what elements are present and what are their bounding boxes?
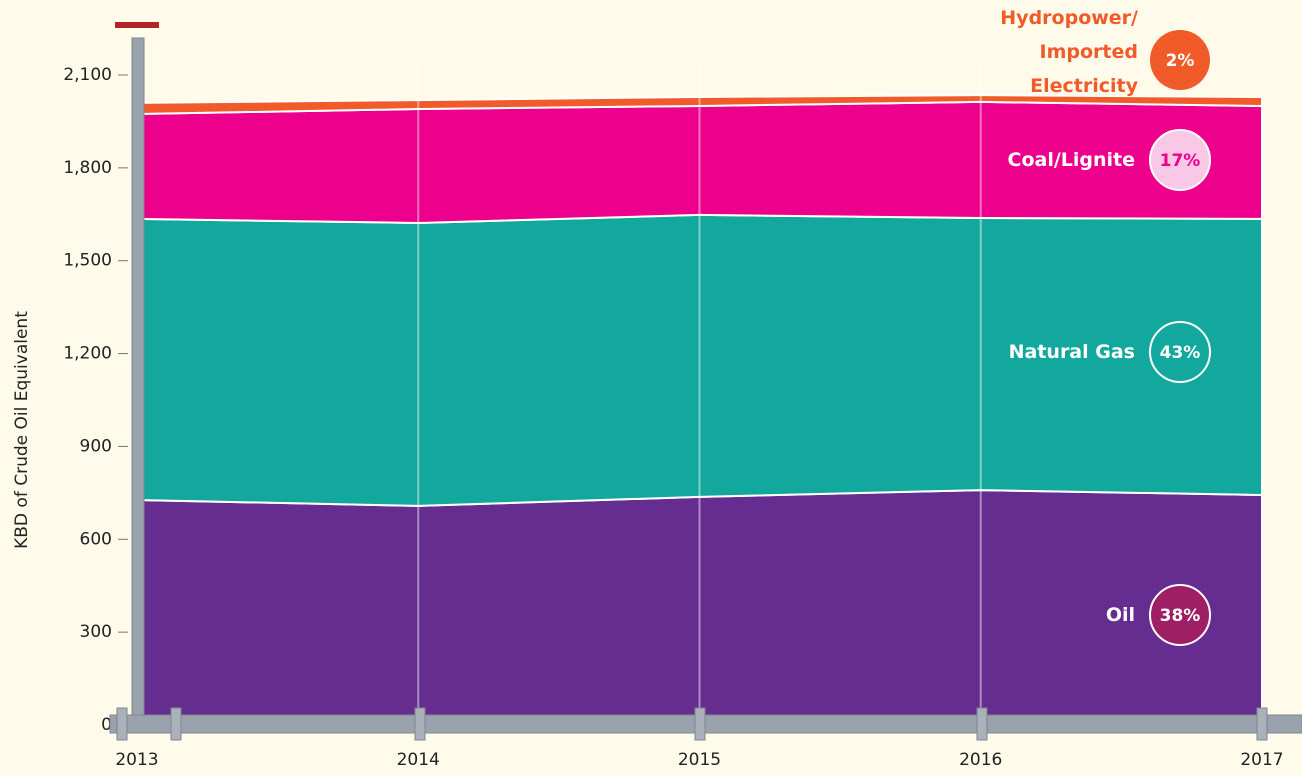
y-tick-label: 1,800: [63, 158, 112, 178]
series-label: Hydropower/ Imported Electricity: [943, 1, 1138, 103]
share-label: 43%: [1160, 343, 1201, 363]
x-tick-label: 2017: [1240, 750, 1283, 770]
x-tick-label: 2013: [115, 750, 158, 770]
series-label: Coal/Lignite: [875, 143, 1135, 177]
chart: KBD of Crude Oil Equivalent 03006009001,…: [0, 0, 1302, 776]
pipe-joint: [977, 708, 987, 740]
y-axis-label: KBD of Crude Oil Equivalent: [12, 311, 32, 549]
y-tick-label: 900: [80, 436, 112, 456]
share-label: 17%: [1160, 151, 1201, 171]
y-tick-label: 600: [80, 529, 112, 549]
pipe-joint: [695, 708, 705, 740]
series-label: Natural Gas: [875, 335, 1135, 369]
x-tick-label: 2015: [678, 750, 721, 770]
pipe-joint: [171, 708, 181, 740]
pipe-joint: [1257, 708, 1267, 740]
y-tick-label: 1,200: [63, 344, 112, 364]
pipe-joint: [415, 708, 425, 740]
pipe-joint: [117, 708, 127, 740]
share-label: 2%: [1166, 51, 1195, 71]
x-tick-label: 2014: [397, 750, 440, 770]
valve: [115, 22, 159, 28]
share-label: 38%: [1160, 606, 1201, 626]
series-label: Oil: [875, 598, 1135, 632]
pipe: [110, 715, 1302, 733]
pipe: [132, 38, 144, 728]
y-tick-label: 1,500: [63, 251, 112, 271]
page: KBD of Crude Oil Equivalent 03006009001,…: [0, 0, 1302, 776]
y-tick-label: 2,100: [63, 65, 112, 85]
x-tick-label: 2016: [959, 750, 1002, 770]
y-tick-label: 300: [80, 622, 112, 642]
